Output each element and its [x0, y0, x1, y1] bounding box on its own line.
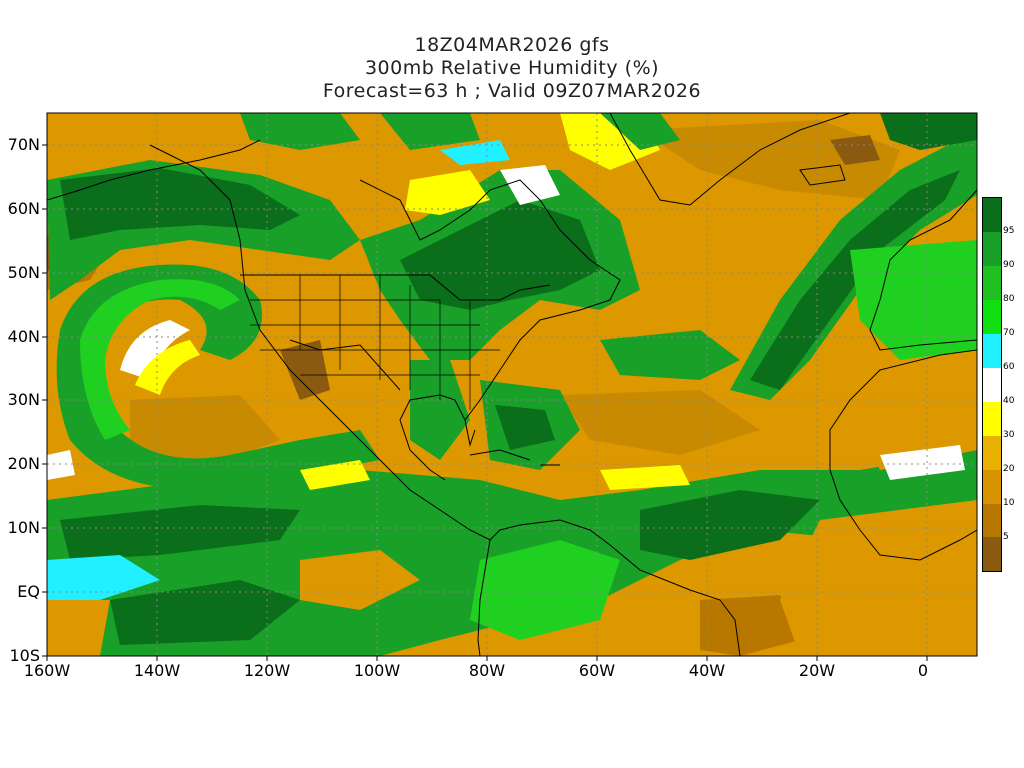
very-dry-region — [830, 135, 880, 165]
cyclone-spiral-inner — [80, 279, 240, 440]
lon-label-60w: 60W — [578, 661, 616, 680]
lat-label-50n: 50N — [7, 263, 40, 282]
lon-label-0: 0 — [917, 661, 929, 680]
graticule — [47, 113, 977, 656]
colorbar-segment — [983, 198, 1001, 232]
lat-label-20n: 20N — [7, 454, 40, 473]
title-run: 18Z04MAR2026 gfs — [414, 34, 610, 56]
dry-gap — [300, 460, 370, 490]
lon-label-80w: 80W — [468, 661, 506, 680]
very-dry-region — [280, 340, 330, 400]
rh-field — [47, 113, 977, 656]
lat-label-30n: 30N — [7, 390, 40, 409]
lon-label-20w: 20W — [798, 661, 836, 680]
cyclone-spiral — [56, 264, 381, 490]
colorbar-segment — [983, 537, 1001, 571]
colorbar-segment — [983, 504, 1001, 537]
colorbar-segment — [983, 436, 1001, 470]
cyclone-core — [120, 320, 190, 380]
colorbar-label: 30 — [1003, 430, 1015, 440]
very-moist-region — [60, 505, 300, 560]
very-moist-region — [110, 580, 300, 645]
moist-region — [470, 540, 620, 640]
dry-gap — [880, 445, 965, 480]
very-moist-region — [880, 113, 977, 150]
lon-label-120w: 120W — [243, 661, 291, 680]
moist-region — [240, 113, 360, 150]
colorbar-label: 5 — [1003, 532, 1009, 542]
moist-region — [410, 360, 470, 460]
colorbar-segment — [983, 232, 1001, 266]
moist-region — [600, 113, 680, 150]
dry-region — [560, 390, 760, 455]
map-frame — [46, 112, 978, 657]
lat-label-40n: 40N — [7, 327, 40, 346]
lat-label-10s: 10S — [9, 646, 40, 665]
dry-gap — [405, 170, 490, 215]
colorbar-label: 70 — [1003, 328, 1015, 338]
cyclone-core — [135, 340, 200, 395]
lat-label-70n: 70N — [7, 135, 40, 154]
dry-region — [130, 395, 280, 470]
dry-region — [300, 550, 420, 610]
dry-gap — [500, 165, 560, 205]
colorbar-label: 20 — [1003, 464, 1015, 474]
moist-patch — [440, 140, 510, 165]
colorbar-label: 80 — [1003, 294, 1015, 304]
colorbar-segment — [983, 266, 1001, 300]
axis-ticks — [42, 144, 928, 661]
lon-label-100w: 100W — [353, 661, 401, 680]
colorbar-segment — [983, 300, 1001, 334]
lat-label-eq: EQ — [17, 582, 40, 601]
colorbar-segment — [983, 334, 1001, 368]
dry-gap — [47, 450, 75, 480]
moist-region — [600, 330, 740, 380]
colorbar-label: 95 — [1003, 226, 1015, 236]
state-borders — [250, 275, 500, 410]
lat-label-10n: 10N — [7, 518, 40, 537]
moist-region — [380, 113, 480, 150]
dry-gap — [600, 465, 690, 490]
colorbar-label: 40 — [1003, 396, 1015, 406]
very-moist-region — [640, 490, 820, 560]
dry-region — [700, 595, 800, 656]
lon-label-160w: 160W — [23, 661, 71, 680]
colorbar-label: 60 — [1003, 362, 1015, 372]
colorbar — [982, 197, 1002, 572]
dry-region — [47, 600, 110, 656]
title-field: 300mb Relative Humidity (%) — [364, 57, 660, 79]
moist-region — [850, 240, 977, 360]
colorbar-label: 90 — [1003, 260, 1015, 270]
title-forecast: Forecast=63 h ; Valid 09Z07MAR2026 — [322, 80, 702, 102]
colorbar-segment — [983, 402, 1001, 436]
very-moist-region — [400, 200, 600, 310]
lon-label-140w: 140W — [133, 661, 181, 680]
lon-label-40w: 40W — [688, 661, 726, 680]
colorbar-label: 10 — [1003, 498, 1015, 508]
dry-region — [780, 500, 977, 656]
moist-patch — [47, 555, 160, 600]
colorbar-segment — [983, 470, 1001, 504]
colorbar-segment — [983, 368, 1001, 402]
very-moist-band — [60, 168, 300, 240]
lat-label-60n: 60N — [7, 199, 40, 218]
very-moist-region — [495, 405, 555, 450]
